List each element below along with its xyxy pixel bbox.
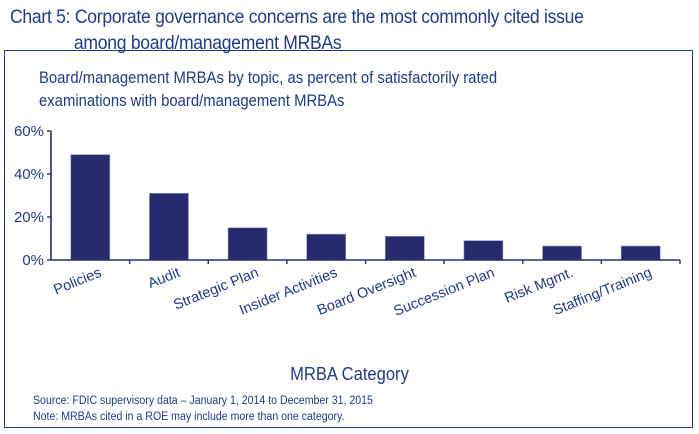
x-axis-title: MRBA Category xyxy=(290,364,409,384)
bar-strategic-plan xyxy=(227,227,268,261)
chart-subtitle-line-2: examinations with board/management MRBAs xyxy=(39,92,345,110)
bar-audit xyxy=(149,193,189,261)
x-tick-label: Audit xyxy=(146,265,183,292)
bar-insider-activities xyxy=(306,233,346,261)
x-tick-label: Policies xyxy=(51,265,103,299)
note-line: Note: MRBAs cited in a ROE may include m… xyxy=(33,411,345,423)
bar-policies xyxy=(70,154,111,261)
chart-subtitle: Board/management MRBAs by topic, as perc… xyxy=(39,67,497,113)
bar-staffing-training xyxy=(620,245,661,261)
y-tick-label: 20% xyxy=(14,209,44,226)
chart-title-line-2: among board/management MRBAs xyxy=(73,32,342,54)
chart-subtitle-line-1: Board/management MRBAs by topic, as perc… xyxy=(39,69,498,87)
chart-frame xyxy=(4,50,693,428)
bar-succession-plan xyxy=(463,240,504,261)
chart-title: Chart 5: Corporate governance concerns a… xyxy=(10,4,584,56)
bar-risk-mgmt xyxy=(542,245,582,261)
y-tick-label: 0% xyxy=(22,252,44,269)
chart-title-line-1: Chart 5: Corporate governance concerns a… xyxy=(10,6,584,28)
source-note: Source: FDIC supervisory data – January … xyxy=(33,393,373,425)
source-line: Source: FDIC supervisory data – January … xyxy=(33,395,373,407)
y-tick-label: 40% xyxy=(14,166,44,183)
y-tick-label: 60% xyxy=(14,123,44,140)
bar-board-oversight xyxy=(385,236,425,261)
